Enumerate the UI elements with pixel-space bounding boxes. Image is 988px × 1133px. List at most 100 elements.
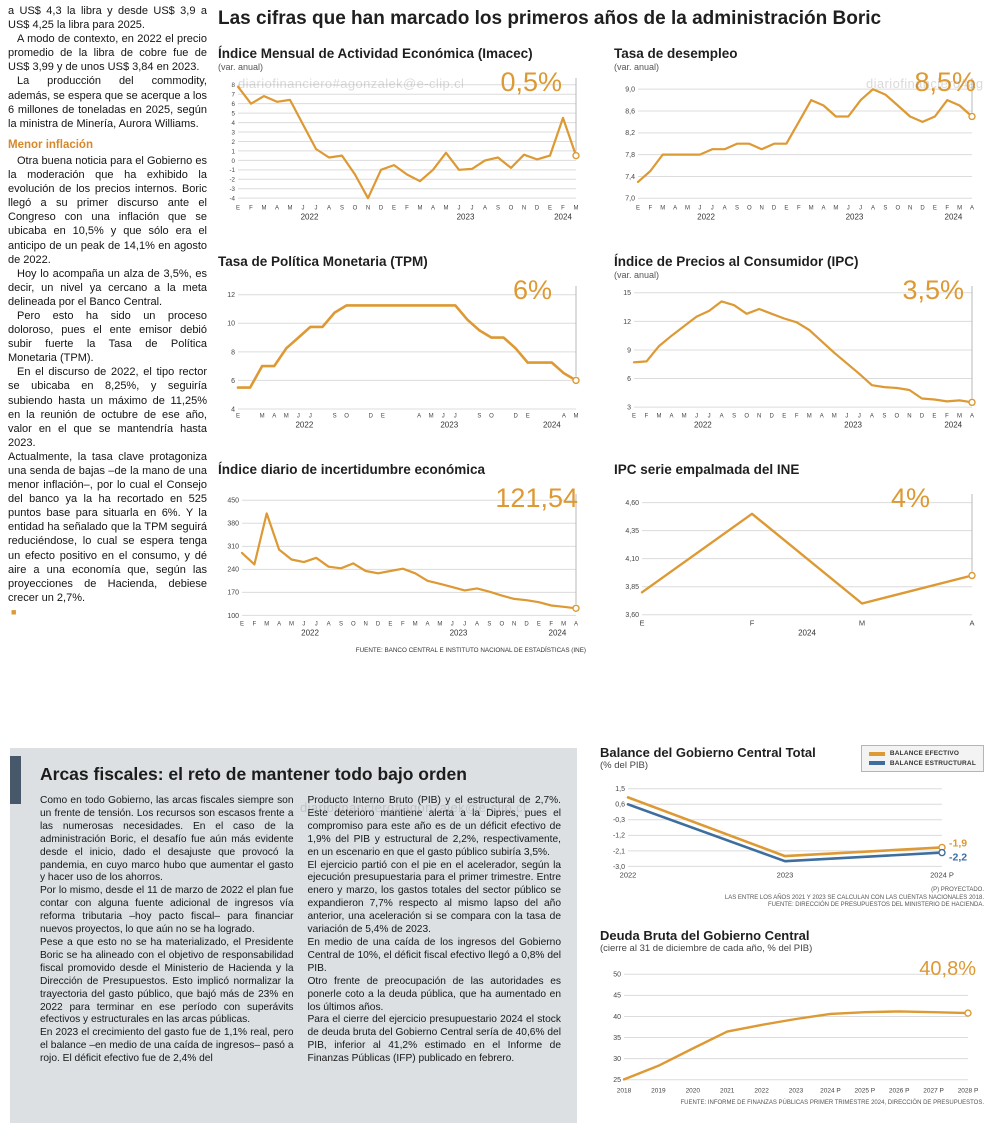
- svg-text:S: S: [340, 206, 344, 212]
- desempleo-plot: 9,0 8,6 8,2 7,8 7,4 7,0 E F M A M J J A S O N D E F M A M J J A S O…: [614, 73, 984, 225]
- svg-text:3,60: 3,60: [625, 612, 639, 619]
- svg-text:3,85: 3,85: [625, 584, 639, 591]
- ipc-ine-plot: 4,60 4,35 4,10 3,85 3,60 E F M A 2024: [614, 489, 984, 641]
- svg-text:E: E: [932, 414, 936, 420]
- svg-text:J: J: [302, 622, 305, 628]
- chart-subtitle: (var. anual): [218, 62, 264, 72]
- balance-chart-header: Balance del Gobierno Central Total (% de…: [600, 745, 984, 779]
- svg-text:O: O: [744, 414, 749, 420]
- svg-text:E: E: [236, 206, 240, 212]
- svg-text:2024: 2024: [945, 213, 963, 222]
- svg-text:25: 25: [613, 1077, 621, 1084]
- svg-text:A: A: [870, 414, 874, 420]
- svg-text:E: E: [782, 414, 786, 420]
- svg-text:N: N: [908, 206, 912, 212]
- legend-item-efectivo: BALANCE EFECTIVO: [868, 749, 976, 759]
- paragraph: A modo de contexto, en 2022 el precio pr…: [8, 33, 207, 74]
- svg-text:E: E: [639, 619, 644, 628]
- svg-text:8,2: 8,2: [625, 130, 635, 137]
- svg-text:M: M: [833, 206, 838, 212]
- svg-text:F: F: [249, 206, 253, 212]
- svg-text:A: A: [670, 414, 674, 420]
- svg-text:M: M: [574, 414, 579, 420]
- svg-text:J: J: [711, 206, 714, 212]
- svg-text:2022: 2022: [295, 421, 313, 430]
- svg-text:6: 6: [231, 378, 235, 385]
- paragraph: Pero esto ha sido un proceso doloroso, p…: [8, 309, 207, 365]
- svg-text:J: J: [451, 622, 454, 628]
- paragraph: Otro frente de preocupación de las autor…: [307, 975, 562, 1013]
- svg-text:100: 100: [227, 613, 239, 620]
- svg-text:2024: 2024: [798, 629, 816, 638]
- svg-text:1,5: 1,5: [615, 786, 625, 793]
- svg-text:0,6: 0,6: [615, 802, 625, 809]
- svg-text:O: O: [353, 206, 358, 212]
- svg-text:E: E: [236, 414, 240, 420]
- svg-text:A: A: [970, 414, 974, 420]
- svg-text:O: O: [489, 414, 494, 420]
- inflation-paragraphs: Otra buena noticia para el Gobierno es l…: [8, 154, 207, 605]
- svg-text:A: A: [574, 622, 578, 628]
- svg-text:E: E: [381, 414, 385, 420]
- balance-chart-subtitle: (% del PIB): [600, 760, 649, 771]
- paragraph: Por lo mismo, desde el 11 de marzo de 20…: [40, 885, 294, 936]
- svg-text:40: 40: [613, 1014, 621, 1021]
- balance-plot: 1,5 0,6 -0,3 -1,2 -2,1 -3,0 2022 2023 2024 P -1,9…: [600, 779, 984, 885]
- chart-title: Índice de Precios al Consumidor (IPC): [614, 254, 859, 269]
- svg-text:A: A: [275, 206, 279, 212]
- svg-text:M: M: [260, 414, 265, 420]
- svg-text:E: E: [526, 414, 530, 420]
- svg-text:E: E: [933, 206, 937, 212]
- svg-text:2028 P: 2028 P: [958, 1087, 979, 1094]
- svg-text:A: A: [673, 206, 677, 212]
- svg-text:M: M: [957, 414, 962, 420]
- svg-text:E: E: [537, 622, 541, 628]
- svg-text:F: F: [405, 206, 409, 212]
- svg-text:N: N: [366, 206, 370, 212]
- svg-text:O: O: [499, 622, 504, 628]
- svg-text:2024 P: 2024 P: [930, 871, 954, 880]
- svg-text:J: J: [315, 622, 318, 628]
- svg-text:4: 4: [231, 406, 235, 413]
- svg-text:2018: 2018: [617, 1087, 632, 1094]
- svg-text:E: E: [240, 622, 244, 628]
- incertidumbre-plot: 450 380 310 240 170 100 E F M A M J J A S O N D E F M A M J J A S O…: [218, 489, 588, 641]
- svg-text:O: O: [509, 206, 514, 212]
- svg-text:D: D: [770, 414, 775, 420]
- svg-text:F: F: [795, 414, 799, 420]
- fiscal-box-title: Arcas fiscales: el reto de mantener todo…: [40, 764, 467, 784]
- svg-text:S: S: [339, 622, 343, 628]
- latest-value-label: 0,5%: [500, 67, 562, 97]
- svg-text:-3,0: -3,0: [613, 864, 625, 871]
- svg-text:A: A: [327, 622, 331, 628]
- chart-card-desempleo: Tasa de desempleo (var. anual) 8,5% 9,0 8…: [614, 46, 984, 238]
- legend-label: BALANCE ESTRUCTURAL: [889, 759, 976, 767]
- svg-text:-1,9: -1,9: [949, 837, 967, 849]
- chart-card-ipc-ine: IPC serie empalmada del INE 4% 4,60 4,35 4…: [614, 462, 984, 654]
- svg-text:1: 1: [232, 148, 236, 155]
- fiscal-box-columns: Como en todo Gobierno, las arcas fiscale…: [10, 793, 577, 1066]
- svg-text:D: D: [376, 622, 381, 628]
- chart-card-imacec: Índice Mensual de Actividad Económica (I…: [218, 46, 588, 238]
- svg-text:M: M: [429, 414, 434, 420]
- latest-value-label: 3,5%: [902, 275, 964, 305]
- svg-text:9: 9: [627, 347, 631, 354]
- chart-title: Índice diario de incertidumbre económica: [218, 462, 486, 477]
- svg-text:O: O: [747, 206, 752, 212]
- charts-source: FUENTE: BANCO CENTRAL E INSTITUTO NACION…: [355, 647, 586, 654]
- svg-text:A: A: [969, 619, 974, 628]
- svg-text:M: M: [289, 622, 294, 628]
- svg-text:8: 8: [231, 349, 235, 356]
- svg-text:M: M: [657, 414, 662, 420]
- svg-text:2024: 2024: [554, 213, 572, 222]
- chart-title: IPC serie empalmada del INE: [614, 462, 800, 477]
- chart-grid: Índice Mensual de Actividad Económica (I…: [218, 46, 984, 654]
- svg-text:-1,2: -1,2: [613, 833, 625, 840]
- paragraph: FUENTE: DIRECCIÓN DE PRESUPUESTOS DEL MI…: [767, 902, 984, 909]
- subhead-menor-inflacion: Menor inflación: [8, 138, 93, 151]
- svg-text:A: A: [426, 622, 430, 628]
- fiscal-column-2: Producto Interno Bruto (PIB) y el estruc…: [308, 795, 562, 1066]
- svg-text:A: A: [820, 414, 824, 420]
- svg-text:J: J: [309, 414, 312, 420]
- svg-text:O: O: [895, 414, 900, 420]
